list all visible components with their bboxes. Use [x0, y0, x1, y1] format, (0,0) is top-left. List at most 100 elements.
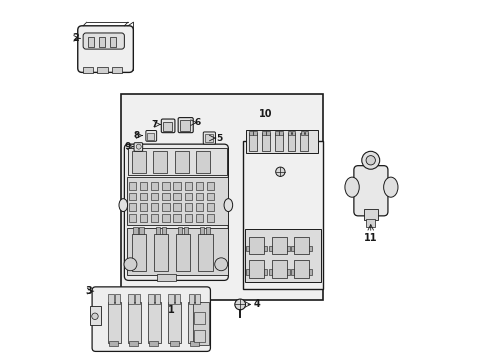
Text: 2: 2 [72, 33, 79, 43]
Bar [162, 227, 165, 234]
Ellipse shape [361, 151, 379, 169]
Bar [248, 134, 256, 151]
Bar [268, 269, 271, 275]
Bar [291, 269, 294, 275]
Bar [131, 151, 145, 173]
Bar [188, 294, 194, 304]
Bar [204, 134, 212, 142]
Bar [180, 121, 190, 131]
Bar [129, 341, 138, 346]
Bar [173, 214, 180, 222]
Bar [183, 227, 188, 234]
Bar [184, 203, 191, 211]
Bar [271, 260, 286, 278]
Bar [178, 227, 182, 234]
Bar [163, 122, 172, 131]
Bar [173, 182, 180, 190]
Bar [83, 67, 93, 73]
Bar [309, 269, 312, 275]
Bar [147, 302, 161, 343]
Bar [262, 131, 265, 135]
Text: 10: 10 [259, 109, 272, 119]
Bar [194, 312, 204, 324]
Bar [115, 294, 120, 304]
Bar [291, 246, 294, 251]
FancyBboxPatch shape [203, 132, 215, 144]
Bar [242, 140, 323, 289]
Text: 11: 11 [363, 233, 377, 243]
Bar [246, 130, 317, 153]
Bar [246, 246, 249, 251]
Bar [363, 210, 377, 220]
Bar [112, 67, 122, 73]
Bar [155, 227, 160, 234]
Bar [291, 131, 295, 135]
Bar [184, 182, 191, 190]
Text: 9: 9 [124, 142, 131, 151]
Text: 1: 1 [167, 305, 174, 315]
Bar [97, 67, 107, 73]
Bar [286, 246, 289, 251]
Bar [249, 260, 264, 278]
Bar [153, 234, 168, 271]
Bar [206, 182, 214, 190]
Bar [287, 131, 291, 135]
Bar [128, 294, 133, 304]
Bar [300, 134, 308, 151]
Bar [194, 329, 204, 342]
Bar [162, 182, 169, 190]
Bar [108, 294, 113, 304]
Bar [162, 193, 169, 201]
Bar [195, 294, 200, 304]
Bar [151, 182, 158, 190]
Bar [135, 294, 140, 304]
Bar [175, 294, 180, 304]
Bar [187, 302, 201, 343]
Bar [265, 131, 269, 135]
Text: 4: 4 [253, 300, 260, 310]
Bar [140, 203, 147, 211]
Bar [156, 274, 176, 281]
FancyBboxPatch shape [124, 144, 228, 280]
Bar [131, 234, 145, 271]
Bar [249, 131, 252, 135]
FancyBboxPatch shape [83, 33, 124, 49]
Bar [294, 237, 309, 254]
Bar [129, 182, 136, 190]
Bar [90, 306, 101, 325]
Bar [286, 269, 289, 275]
Bar [110, 37, 116, 46]
Bar [151, 203, 158, 211]
Bar [278, 131, 282, 135]
Bar [184, 214, 191, 222]
Bar [151, 214, 158, 222]
Bar [189, 341, 198, 346]
Bar [88, 37, 94, 46]
Ellipse shape [234, 299, 245, 310]
Bar [271, 237, 286, 254]
Bar [109, 341, 118, 346]
Bar [287, 134, 295, 151]
Bar [126, 177, 228, 225]
Bar [169, 341, 178, 346]
Bar [151, 193, 158, 201]
Bar [149, 341, 158, 346]
Bar [198, 234, 212, 271]
Bar [195, 214, 203, 222]
Bar [155, 294, 160, 304]
Bar [264, 246, 266, 251]
Bar [140, 214, 147, 222]
Bar [139, 227, 143, 234]
Bar [168, 294, 174, 304]
Text: 7: 7 [151, 120, 158, 129]
Bar [195, 193, 203, 201]
Bar [309, 246, 312, 251]
Bar [304, 131, 308, 135]
Bar [147, 133, 154, 140]
Bar [196, 151, 210, 173]
Bar [206, 193, 214, 201]
FancyBboxPatch shape [78, 26, 133, 72]
Bar [274, 134, 282, 151]
Bar [128, 148, 226, 175]
Bar [274, 131, 278, 135]
